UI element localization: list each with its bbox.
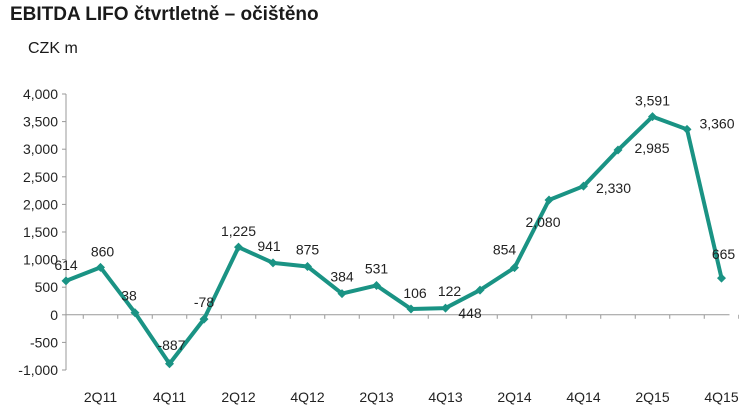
x-tick-label: 4Q14 xyxy=(566,389,600,405)
data-point xyxy=(372,280,381,290)
data-label: 3,591 xyxy=(635,93,670,109)
data-point xyxy=(199,314,209,324)
data-point xyxy=(303,262,312,271)
data-label: -78 xyxy=(194,294,214,310)
y-tick-label: 1,000 xyxy=(23,252,58,268)
x-tick-label: 2Q14 xyxy=(497,389,531,405)
chart-title: EBITDA LIFO čtvrtletně – očištěno xyxy=(10,4,319,25)
y-tick-label: 2,500 xyxy=(23,169,58,185)
x-tick-label: 2Q13 xyxy=(359,389,393,405)
x-tick-label: 2Q11 xyxy=(84,389,117,405)
data-label: 860 xyxy=(91,243,115,259)
data-label: 2,080 xyxy=(525,214,560,230)
x-tick-label: 4Q11 xyxy=(153,389,186,405)
x-tick-label: 2Q12 xyxy=(221,389,255,405)
data-label: 531 xyxy=(365,260,389,276)
data-label: 448 xyxy=(458,305,482,321)
y-tick-label: 3,000 xyxy=(23,141,58,157)
x-tick-label: 4Q15 xyxy=(704,389,738,405)
data-point xyxy=(165,359,174,369)
data-point xyxy=(475,285,485,295)
x-tick-label: 4Q13 xyxy=(428,389,462,405)
data-label: 2,330 xyxy=(596,180,631,196)
data-label: 941 xyxy=(257,238,281,254)
data-point xyxy=(130,308,140,318)
data-point xyxy=(61,276,71,286)
data-label: 1,225 xyxy=(221,223,256,239)
data-point xyxy=(406,304,416,314)
y-tick-label: 0 xyxy=(50,307,58,323)
y-tick-label: -500 xyxy=(30,334,58,350)
series-line xyxy=(64,114,724,366)
data-point xyxy=(268,258,278,268)
y-tick-label: 2,000 xyxy=(23,196,58,212)
y-tick-label: 3,500 xyxy=(23,114,58,130)
data-point xyxy=(96,262,105,272)
data-point xyxy=(544,195,554,205)
data-point xyxy=(234,242,243,252)
data-point xyxy=(613,145,623,155)
data-label: 122 xyxy=(438,283,462,299)
data-point xyxy=(717,273,726,283)
data-label: -887 xyxy=(157,337,185,353)
data-label: 3,360 xyxy=(699,115,734,131)
data-point xyxy=(441,303,450,313)
data-label: 106 xyxy=(403,285,427,301)
y-tick-label: 1,500 xyxy=(23,224,58,240)
x-tick-label: 4Q12 xyxy=(290,389,324,405)
data-label: 854 xyxy=(493,242,517,258)
data-label: 665 xyxy=(712,246,736,262)
data-point xyxy=(579,181,588,191)
data-label: 875 xyxy=(296,242,320,258)
y-tick-label: 500 xyxy=(35,279,59,295)
data-label: 384 xyxy=(330,269,354,285)
data-label: 2,985 xyxy=(634,140,669,156)
data-label: 38 xyxy=(121,288,137,304)
data-point xyxy=(682,124,692,134)
data-point xyxy=(337,289,347,299)
data-point xyxy=(648,112,657,122)
y-tick-label: 4,000 xyxy=(23,86,58,102)
data-label: 614 xyxy=(54,257,78,273)
data-point xyxy=(510,263,519,273)
y-tick-label: -1,000 xyxy=(18,362,58,378)
unit-label: CZK m xyxy=(28,40,78,57)
x-tick-label: 2Q15 xyxy=(635,389,669,405)
